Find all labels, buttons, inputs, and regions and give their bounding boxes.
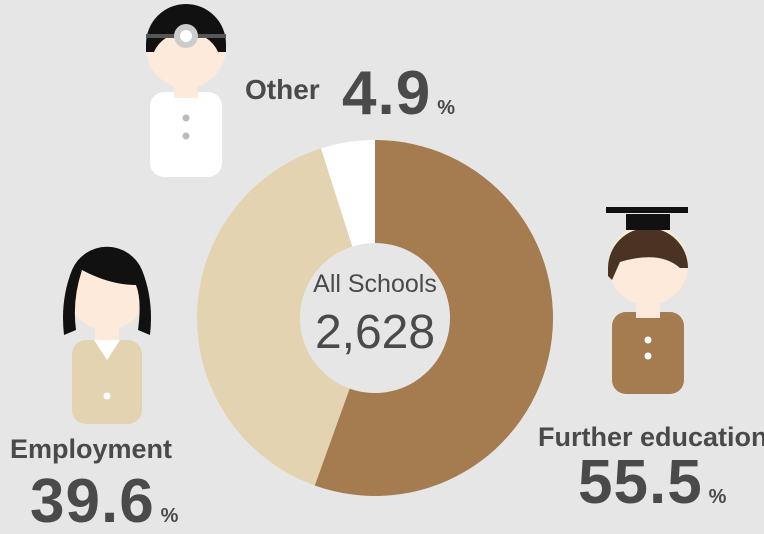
center-title: All Schools bbox=[313, 270, 437, 298]
unit-label: % bbox=[437, 97, 455, 119]
value-label: 39.6 bbox=[30, 467, 155, 534]
graduate-icon bbox=[606, 207, 688, 394]
donut-slice bbox=[197, 148, 353, 486]
unit-label: % bbox=[709, 486, 727, 508]
category-label: Other bbox=[245, 74, 320, 105]
donut-slice bbox=[321, 140, 375, 247]
category-label: Employment bbox=[10, 434, 172, 464]
donut-slice bbox=[314, 140, 554, 497]
employee-icon bbox=[63, 246, 151, 424]
doctor-icon bbox=[146, 4, 226, 177]
center-value: 2,628 bbox=[315, 306, 435, 359]
unit-label: % bbox=[161, 505, 179, 527]
value-label: 55.5 bbox=[578, 448, 703, 517]
category-label: Further education bbox=[538, 422, 764, 452]
value-label: 4.9 bbox=[342, 59, 431, 128]
